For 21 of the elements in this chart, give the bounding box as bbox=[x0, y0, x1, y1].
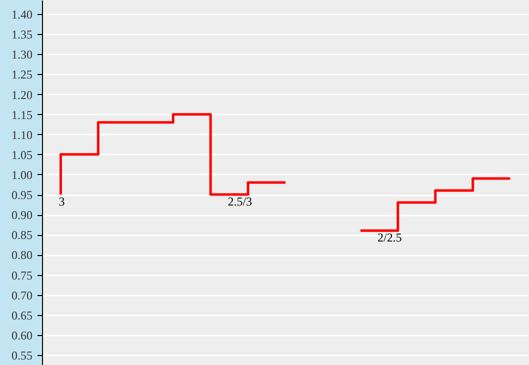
y-tick-label: 1.15 bbox=[12, 108, 32, 122]
y-tick-label: 0.55 bbox=[12, 348, 32, 362]
y-tick-label: 1.20 bbox=[12, 88, 32, 102]
y-tick-label: 0.95 bbox=[12, 188, 32, 202]
y-tick-label: 1.40 bbox=[12, 8, 32, 22]
y-tick-label: 1.00 bbox=[12, 168, 32, 182]
y-tick-label: 0.60 bbox=[12, 328, 32, 342]
y-tick-label: 1.30 bbox=[12, 48, 32, 62]
annotation: 3 bbox=[58, 194, 65, 209]
y-tick-label: 0.70 bbox=[12, 288, 32, 302]
y-tick-label: 1.25 bbox=[12, 68, 32, 82]
y-tick-label: 0.75 bbox=[12, 268, 32, 282]
y-tick-label: 1.05 bbox=[12, 148, 32, 162]
annotation: 2/2.5 bbox=[378, 230, 402, 245]
y-tick-label: 0.65 bbox=[12, 308, 32, 322]
annotation: 2.5/3 bbox=[228, 194, 252, 209]
y-tick-label: 1.10 bbox=[12, 128, 32, 142]
y-tick-label: 0.85 bbox=[12, 228, 32, 242]
y-tick-label: 1.35 bbox=[12, 28, 32, 42]
y-tick-label: 0.90 bbox=[12, 208, 32, 222]
y-tick-label: 0.80 bbox=[12, 248, 32, 262]
